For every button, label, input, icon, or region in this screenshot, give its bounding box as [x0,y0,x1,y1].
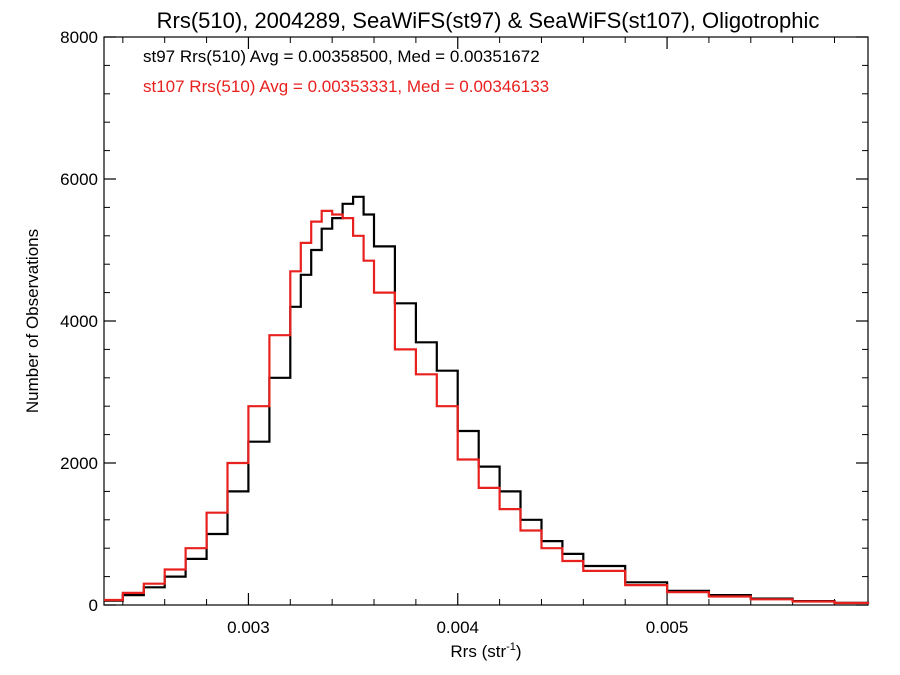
x-axis-label-close: ) [516,642,522,661]
series-line-1 [104,195,870,604]
y-axis: 0 2000 4000 6000 8000 [60,28,868,615]
x-axis-label-sup: -1 [506,641,516,653]
y-axis-label: Number of Observations [23,229,42,413]
x-axis-label: Rrs (str-1) [450,641,521,661]
x-tick-label: 0.005 [646,618,689,637]
y-tick-label: 8000 [60,28,98,47]
series-layer [104,195,870,605]
legend: st97 Rrs(510) Avg = 0.00358500, Med = 0.… [143,47,549,96]
series-line-2 [104,209,870,605]
y-tick-label: 0 [89,596,98,615]
chart-title: Rrs(510), 2004289, SeaWiFS(st97) & SeaWi… [157,8,820,33]
y-tick-label: 6000 [60,170,98,189]
plot-frame [103,36,869,606]
x-tick-label: 0.003 [227,618,270,637]
y-tick-label: 4000 [60,312,98,331]
legend-entry-2: st107 Rrs(510) Avg = 0.00353331, Med = 0… [143,77,549,96]
x-axis: 0.003 0.004 0.005 [122,37,836,637]
x-axis-label-main: Rrs (str [450,642,506,661]
legend-entry-1: st97 Rrs(510) Avg = 0.00358500, Med = 0.… [143,47,540,66]
x-tick-label: 0.004 [436,618,479,637]
y-tick-label: 2000 [60,454,98,473]
